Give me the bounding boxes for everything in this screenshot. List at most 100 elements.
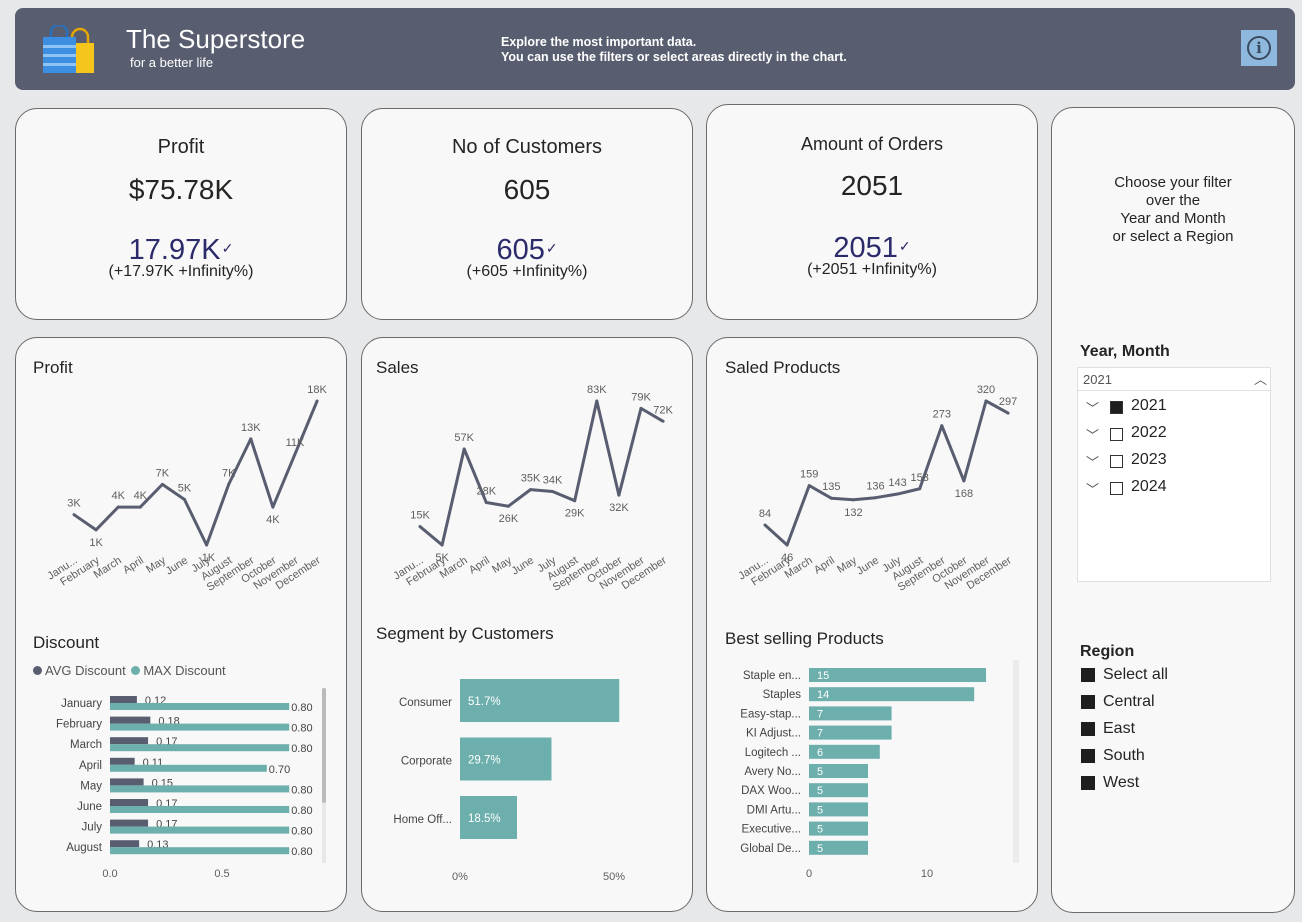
x-tick-label: June (164, 554, 191, 577)
info-icon: i (1247, 36, 1271, 60)
max-label: 0.80 (291, 826, 312, 838)
data-point (617, 493, 621, 497)
kpi-value: 605 (503, 174, 551, 205)
data-label: 34K (543, 474, 563, 486)
x-tick-label: 0.0 (102, 868, 117, 880)
checkbox[interactable] (1110, 482, 1123, 495)
x-tick-label: 0 (806, 868, 812, 880)
checkbox[interactable] (1081, 668, 1095, 682)
data-label: 51.7% (468, 696, 501, 708)
checkbox[interactable] (1081, 695, 1095, 709)
product-bar (809, 802, 868, 817)
filter-intro-line-1: Choose your filter (1114, 174, 1232, 191)
category-label: June (77, 801, 102, 813)
checkbox[interactable] (1081, 749, 1095, 763)
app-title: The Superstore (126, 24, 306, 54)
kpi-title: No of Customers (451, 136, 603, 158)
data-point (418, 525, 422, 529)
slicer-dropdown-header[interactable]: 2021 ︿ (1078, 368, 1270, 391)
kpi-trend-value: 17.97K (128, 234, 221, 266)
chevron-down-icon[interactable]: ﹀ (1086, 455, 1100, 470)
product-bar (809, 783, 868, 798)
data-label: 79K (631, 391, 651, 403)
header-info-text: Explore the most important data. You can… (501, 35, 847, 65)
shopping-bag-icon (43, 25, 94, 73)
data-label: 57K (454, 432, 474, 444)
discount-chart-title: Discount (33, 633, 100, 652)
chevron-down-icon[interactable]: ﹀ (1086, 482, 1100, 497)
legend-avg: AVG Discount (45, 663, 126, 678)
max-bar (110, 847, 290, 855)
segment-bar (460, 679, 620, 722)
data-label: 35K (521, 473, 541, 485)
chevron-up-icon[interactable]: ︿ (1254, 372, 1268, 387)
checkbox[interactable] (1110, 455, 1123, 468)
app-subtitle: for a better life (130, 55, 214, 70)
avg-bar (110, 778, 144, 786)
chevron-down-icon[interactable]: ﹀ (1086, 401, 1100, 416)
category-label: Consumer (399, 697, 452, 709)
checkbox[interactable] (1081, 776, 1095, 790)
product-bar (809, 706, 892, 721)
checkbox[interactable] (1110, 428, 1123, 441)
region-label: South (1103, 747, 1145, 764)
data-label: 6 (817, 747, 823, 759)
checkbox[interactable] (1110, 401, 1123, 414)
data-label: 5K (178, 483, 192, 495)
x-tick-label: June (855, 554, 882, 577)
data-label: 11K (286, 437, 305, 449)
data-point (962, 479, 966, 483)
best-selling-title: Best selling Products (725, 629, 884, 648)
data-label: 46 (781, 552, 793, 564)
max-bar (110, 826, 290, 834)
best-selling-bar-chart[interactable]: Staple en... 15 Staples 14 Easy-stap... 7 KI A… (707, 658, 1037, 888)
category-label: Corporate (401, 756, 452, 768)
data-label: 5 (817, 766, 823, 778)
legend-dot (131, 666, 141, 675)
data-point (573, 499, 577, 503)
data-label: 28K (477, 486, 497, 498)
data-label: 15 (817, 670, 829, 682)
products-card: Saled Products 84 46 159 135 132 136 143 153 273… (706, 337, 1038, 912)
region-label: West (1103, 774, 1140, 791)
scrollbar[interactable] (1013, 660, 1019, 863)
saled-products-title: Saled Products (725, 358, 841, 377)
year-label: 2024 (1131, 478, 1167, 495)
product-bar (809, 840, 868, 855)
info-button[interactable]: i (1241, 30, 1277, 66)
data-label: 18K (307, 384, 327, 396)
data-point (940, 424, 944, 428)
data-point (293, 452, 297, 456)
year-month-slicer: 2021 ︿ ﹀ 2021 ﹀ 2022 ﹀ 2023 ﹀ 2024 (1077, 367, 1271, 582)
segment-chart-title: Segment by Customers (376, 624, 554, 643)
max-label: 0.80 (291, 743, 312, 755)
checkbox[interactable] (1081, 722, 1095, 736)
data-label: 143 (888, 477, 906, 489)
scrollbar[interactable] (322, 688, 326, 863)
data-label: 168 (955, 488, 973, 500)
kpi-value: 2051 (840, 170, 904, 201)
segment-bar-chart[interactable]: Consumer 51.7% Corporate 29.7% Home Off... 18… (362, 658, 692, 888)
max-bar (110, 806, 290, 813)
kpi-card-customers: No of Customers 605 605✓ (+605 +Infinity… (361, 108, 693, 320)
x-tick-label: June (510, 554, 537, 577)
data-point (183, 498, 186, 502)
check-icon: ✓ (545, 240, 558, 256)
data-label: 5 (817, 824, 823, 836)
data-label: 7K (222, 467, 236, 479)
year-month-title: Year, Month (1080, 343, 1170, 360)
chevron-down-icon[interactable]: ﹀ (1086, 428, 1100, 443)
year-label: 2021 (1131, 397, 1167, 414)
max-label: 0.70 (269, 764, 290, 776)
avg-bar (110, 799, 149, 806)
region-label: Select all (1103, 666, 1168, 683)
kpi-trend: 17.97K✓ (16, 234, 346, 267)
data-label: 159 (800, 469, 818, 481)
data-label: 84 (759, 508, 771, 520)
avg-bar (110, 819, 149, 827)
avg-bar (110, 757, 135, 765)
